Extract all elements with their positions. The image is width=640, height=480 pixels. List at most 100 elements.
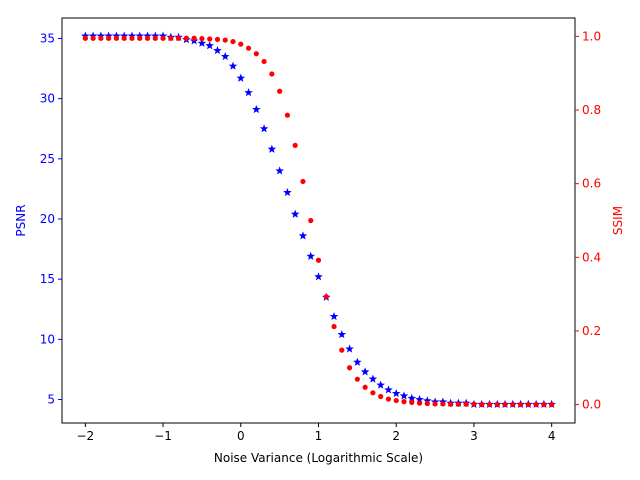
ssim-point <box>339 347 345 353</box>
ssim-point <box>222 37 228 43</box>
psnr-point <box>306 251 316 260</box>
psnr-point <box>360 367 370 376</box>
psnr-point <box>345 344 354 353</box>
y-left-tick-label: 25 <box>40 152 55 166</box>
y-left-tick-label: 15 <box>40 272 55 286</box>
y-axis-right-title: SSIM <box>611 206 625 235</box>
psnr-point <box>283 188 292 197</box>
y-axis-left-title: PSNR <box>14 204 28 236</box>
ssim-point <box>424 400 430 407</box>
psnr-point <box>81 31 90 40</box>
x-tick-label: −2 <box>76 429 94 443</box>
ssim-point <box>82 35 88 41</box>
y-left-tick-label: 30 <box>40 92 55 106</box>
psnr-point <box>259 124 269 133</box>
ssim-point <box>106 35 112 41</box>
ssim-point <box>315 257 322 263</box>
x-tick-label: 4 <box>548 429 556 443</box>
psnr-point <box>267 144 277 153</box>
ssim-point <box>230 38 236 45</box>
psnr-point <box>228 61 238 70</box>
ssim-point <box>510 401 516 408</box>
ssim-point <box>354 376 360 382</box>
ssim-point <box>549 401 555 408</box>
ssim-point <box>494 401 500 408</box>
psnr-point <box>205 41 214 50</box>
y-left-tick-label: 10 <box>40 332 55 346</box>
psnr-point <box>197 38 207 47</box>
psnr-point <box>391 389 401 398</box>
ssim-point <box>199 36 205 42</box>
ssim-point <box>152 35 158 41</box>
ssim-point <box>323 294 329 300</box>
ssim-point <box>432 401 438 407</box>
psnr-point <box>399 391 409 400</box>
psnr-point <box>415 395 424 404</box>
psnr-point <box>88 31 98 40</box>
x-tick-label: 1 <box>315 429 323 443</box>
ssim-point <box>183 35 189 41</box>
y-right-tick-label: 1.0 <box>582 29 601 43</box>
ssim-point <box>463 401 469 407</box>
psnr-point <box>329 311 339 321</box>
y-axis-right: 0.0 0.2 0.4 0.6 0.8 1.0 <box>575 29 601 412</box>
ssim-point <box>90 35 96 41</box>
ssim-point <box>409 399 415 405</box>
psnr-point <box>298 231 308 240</box>
ssim-point <box>175 35 182 41</box>
psnr-point <box>290 209 300 218</box>
psnr-point <box>220 52 230 61</box>
ssim-point <box>308 217 314 224</box>
psnr-point <box>213 46 222 55</box>
ssim-point <box>245 45 252 51</box>
ssim-point <box>144 35 151 41</box>
y-left-tick-label: 35 <box>40 31 55 45</box>
ssim-point <box>541 401 547 408</box>
psnr-point <box>353 357 362 366</box>
psnr-point <box>423 396 432 405</box>
x-tick-label: −1 <box>154 429 172 443</box>
psnr-point <box>104 31 113 40</box>
psnr-point <box>368 374 378 383</box>
y-right-tick-label: 0.2 <box>582 324 601 338</box>
psnr-point <box>407 393 417 402</box>
ssim-point <box>253 51 259 57</box>
ssim-point <box>129 35 135 41</box>
ssim-point <box>300 178 306 185</box>
ssim-point <box>385 396 392 402</box>
psnr-point <box>236 73 246 82</box>
x-tick-label: 0 <box>237 429 245 443</box>
psnr-point <box>112 31 121 40</box>
psnr-point <box>337 330 347 339</box>
y-right-tick-label: 0.8 <box>582 103 601 117</box>
psnr-point <box>275 166 284 175</box>
y-right-tick-label: 0.0 <box>582 398 601 412</box>
psnr-point <box>143 31 152 40</box>
psnr-point <box>96 31 106 40</box>
y-axis-left: 5 10 15 20 25 30 35 <box>40 31 62 407</box>
ssim-point <box>517 401 524 408</box>
plot-marks <box>81 31 556 408</box>
ssim-point <box>448 401 454 407</box>
ssim-point <box>393 397 399 404</box>
x-tick-label: 3 <box>470 429 478 443</box>
ssim-point <box>214 36 221 42</box>
psnr-point <box>384 385 393 394</box>
ssim-point <box>370 390 376 396</box>
y-right-tick-label: 0.4 <box>582 250 601 264</box>
ssim-point <box>207 36 213 42</box>
ssim-point <box>416 400 423 406</box>
psnr-point <box>244 88 253 97</box>
ssim-point <box>455 401 462 407</box>
x-tick-label: 2 <box>392 429 400 443</box>
psnr-point <box>135 31 145 40</box>
psnr-point <box>127 31 137 40</box>
psnr-point <box>252 104 261 114</box>
ssim-point <box>113 35 120 41</box>
ssim-point <box>160 35 166 41</box>
psnr-point <box>376 380 385 389</box>
ssim-point <box>378 393 384 400</box>
ssim-point <box>440 401 446 407</box>
ssim-point <box>401 399 407 405</box>
ssim-point <box>479 401 485 408</box>
